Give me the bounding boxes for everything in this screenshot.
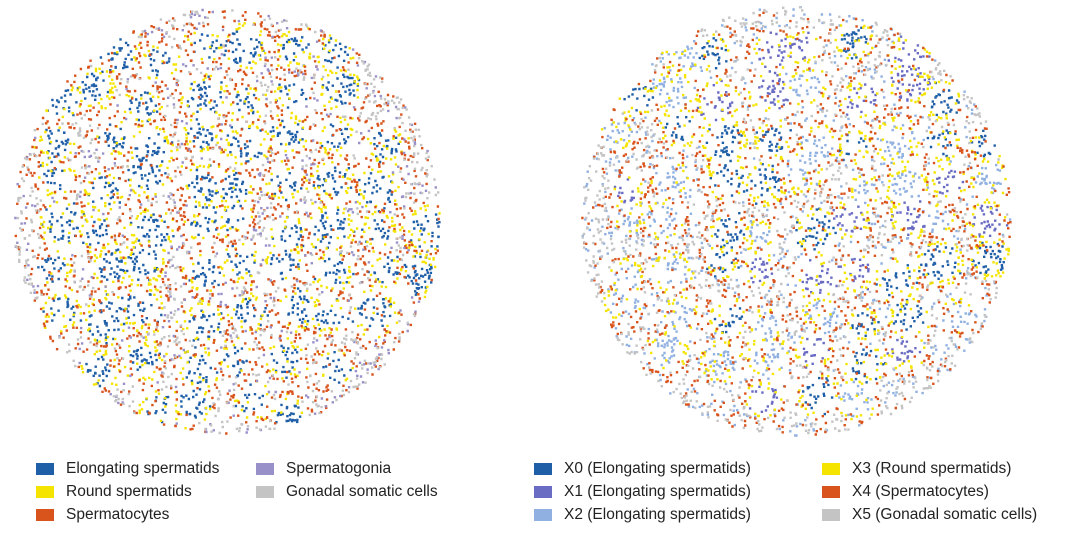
spatial-plots bbox=[14, 6, 1012, 437]
legend-item-x5: X5 (Gonadal somatic cells) bbox=[822, 503, 1037, 526]
legend-item-x3: X3 (Round spermatids) bbox=[822, 457, 1011, 480]
legend-item-x0: X0 (Elongating spermatids) bbox=[534, 457, 751, 480]
cell-dots-0 bbox=[37, 30, 441, 424]
legend-label: Round spermatids bbox=[66, 483, 192, 500]
legend-swatch bbox=[534, 508, 552, 521]
legend-label: Gonadal somatic cells bbox=[286, 483, 438, 500]
legend-label: X5 (Gonadal somatic cells) bbox=[852, 506, 1038, 523]
legend-swatch bbox=[822, 462, 840, 475]
cluster-legend: X0 (Elongating spermatids) X1 (Elongatin… bbox=[534, 457, 1074, 537]
legend-label: X1 (Elongating spermatids) bbox=[564, 483, 751, 500]
legend-label: Elongating spermatids bbox=[66, 460, 220, 477]
legend-swatch bbox=[256, 485, 274, 498]
legend-swatch bbox=[256, 462, 274, 475]
cell-dots-3 bbox=[14, 8, 437, 434]
legend-swatch bbox=[534, 462, 552, 475]
legend-item-spermatogonia: Spermatogonia bbox=[256, 457, 391, 480]
legend-item-spermatocytes: Spermatocytes bbox=[36, 503, 169, 526]
legend-item-x1: X1 (Elongating spermatids) bbox=[534, 480, 751, 503]
legend-swatch bbox=[534, 485, 552, 498]
legend-label: Spermatogonia bbox=[286, 460, 392, 477]
legend-item-gonadal-somatic-cells: Gonadal somatic cells bbox=[256, 480, 438, 503]
cell-dots-2 bbox=[581, 6, 1012, 437]
legend-swatch bbox=[822, 508, 840, 521]
legend-swatch bbox=[36, 462, 54, 475]
legend-swatch bbox=[36, 485, 54, 498]
legend-label: X3 (Round spermatids) bbox=[852, 460, 1012, 477]
legend-swatch bbox=[36, 508, 54, 521]
legend-label: X4 (Spermatocytes) bbox=[852, 483, 989, 500]
legend-item-round-spermatids: Round spermatids bbox=[36, 480, 192, 503]
cell-type-legend: Elongating spermatids Round spermatids S… bbox=[36, 457, 476, 537]
legend-label: X2 (Elongating spermatids) bbox=[564, 506, 751, 523]
legend-label: X0 (Elongating spermatids) bbox=[564, 460, 751, 477]
legend-item-elongating-spermatids: Elongating spermatids bbox=[36, 457, 219, 480]
cluster-spatial-map bbox=[581, 6, 1012, 437]
legend-item-x2: X2 (Elongating spermatids) bbox=[534, 503, 751, 526]
cell-type-spatial-map bbox=[14, 8, 441, 435]
legend-item-x4: X4 (Spermatocytes) bbox=[822, 480, 989, 503]
legend-label: Spermatocytes bbox=[66, 506, 170, 523]
legend-swatch bbox=[822, 485, 840, 498]
